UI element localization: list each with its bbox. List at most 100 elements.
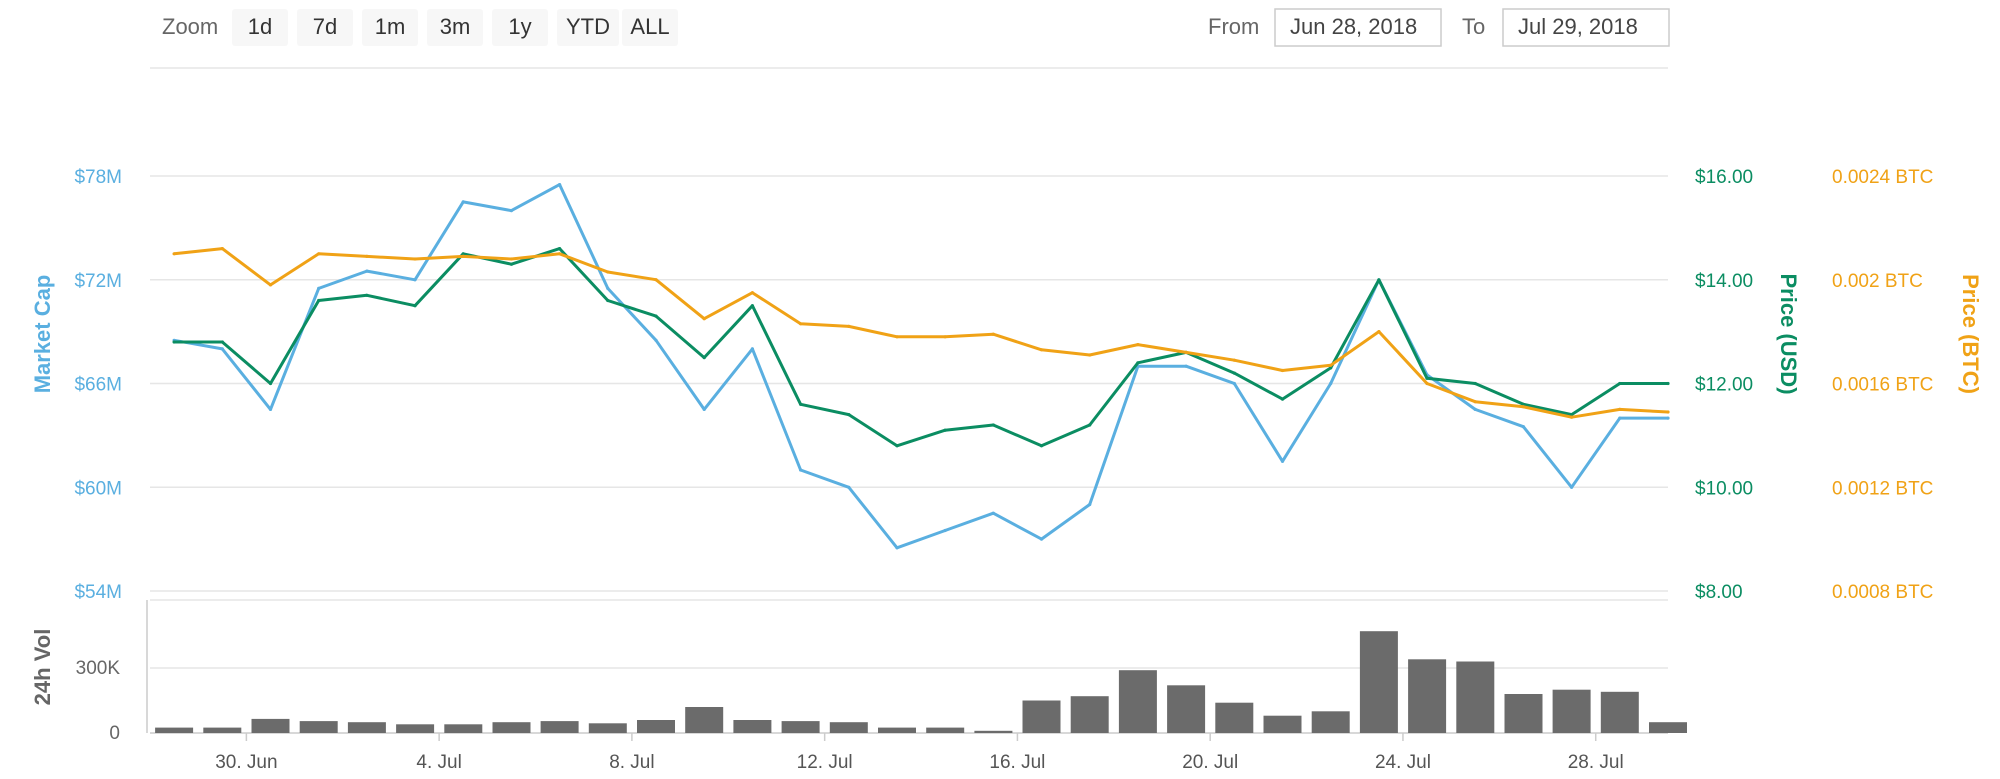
market-cap-point	[606, 286, 610, 290]
zoom-button-label[interactable]: ALL	[630, 14, 669, 39]
zoom-button-1y[interactable]	[492, 9, 548, 46]
market-cap-point	[1618, 416, 1622, 420]
zoom-button-label[interactable]: YTD	[566, 14, 610, 39]
volume-bar	[444, 724, 483, 733]
price-btc-point	[1088, 353, 1092, 357]
market-cap-point	[799, 468, 803, 472]
price-usd-point	[220, 340, 224, 344]
volume-bar	[1311, 711, 1350, 733]
price-btc-point	[1232, 358, 1236, 362]
market-cap-point	[461, 200, 465, 204]
volume-bar	[1649, 722, 1687, 733]
zoom-button-7d[interactable]	[297, 9, 353, 46]
volume-bar	[492, 722, 531, 733]
tick-label: $78M	[74, 167, 122, 188]
zoom-button-label[interactable]: 7d	[313, 14, 337, 39]
price-usd-point	[1473, 381, 1477, 386]
to-date-input-box[interactable]	[1502, 8, 1670, 47]
from-date-input[interactable]: Jun 28, 2018	[1290, 14, 1417, 39]
tick-label: $60M	[74, 478, 122, 499]
x-tick-label: 30. Jun	[215, 752, 277, 773]
price-btc-point	[1618, 407, 1622, 411]
market-cap-point	[654, 338, 658, 342]
zoom-button-all[interactable]	[622, 9, 678, 46]
price-usd-point	[1666, 381, 1670, 386]
price-btc-point	[1521, 405, 1525, 409]
from-date-input-box[interactable]	[1274, 8, 1442, 47]
volume-bar	[251, 718, 290, 733]
volume-bar	[1118, 670, 1157, 733]
zoom-button-1m[interactable]	[362, 9, 418, 46]
price-btc-point	[317, 252, 321, 256]
series-lines	[172, 183, 1670, 550]
tick-label: 0.002 BTC	[1832, 271, 1923, 292]
price-btc-point	[220, 247, 224, 251]
price-btc-point	[1473, 400, 1477, 404]
volume-bar	[347, 722, 386, 733]
price-usd-point	[365, 293, 369, 297]
volume-bar	[1456, 661, 1495, 733]
zoom-button-label[interactable]: 1y	[508, 14, 531, 39]
x-tick-label: 28. Jul	[1568, 752, 1624, 773]
zoom-button-ytd[interactable]	[557, 9, 619, 46]
volume-tick-label: 300K	[76, 658, 121, 679]
market-cap-point	[268, 407, 273, 411]
zoom-button-label[interactable]: 1m	[375, 14, 406, 39]
price-usd-point	[750, 304, 755, 308]
tick-label: 0.0012 BTC	[1832, 478, 1933, 499]
x-tick-label: 12. Jul	[797, 752, 853, 773]
volume-bar	[926, 727, 965, 733]
price-usd-point	[702, 356, 706, 360]
price-btc-point	[558, 252, 562, 256]
market-cap-point	[1521, 425, 1525, 429]
volume-bar	[1070, 696, 1109, 733]
price-usd-point	[1329, 366, 1333, 370]
price-btc-point	[606, 270, 610, 274]
zoom-button-3m[interactable]	[427, 9, 483, 46]
market-cap-point	[1039, 537, 1044, 541]
price-usd-series-line	[174, 247, 1668, 448]
price-btc-point	[413, 257, 417, 261]
volume-bar	[1263, 715, 1302, 733]
market-cap-point	[1329, 381, 1333, 386]
main-gridlines	[150, 175, 1668, 592]
to-date-input[interactable]: Jul 29, 2018	[1518, 14, 1638, 39]
price-usd-point	[1039, 444, 1044, 448]
price-usd-point	[991, 423, 995, 427]
price-btc-point	[1280, 368, 1285, 373]
price-usd-point	[509, 262, 513, 266]
price-usd-point	[1570, 413, 1574, 417]
volume-bar	[299, 721, 338, 733]
price-usd-point	[654, 314, 658, 318]
price-btc-point	[172, 252, 176, 256]
price-usd-point	[1280, 397, 1285, 401]
price-btc-point	[991, 332, 995, 336]
volume-bar	[733, 720, 772, 733]
price-btc-point	[365, 254, 369, 258]
price-btc-point	[847, 324, 851, 328]
tick-label: $66M	[74, 375, 122, 396]
market-cap-axis-title: Market Cap	[30, 275, 55, 394]
x-tick-label: 8. Jul	[609, 752, 654, 773]
volume-bar	[1600, 691, 1639, 733]
market-cap-point	[365, 269, 369, 273]
volume-tick-label: 0	[109, 723, 120, 744]
zoom-label: Zoom	[162, 14, 218, 39]
zoom-button-1d[interactable]	[232, 9, 288, 46]
volume-bar	[878, 727, 916, 733]
price-usd-point	[413, 304, 417, 308]
price-usd-point	[1136, 361, 1140, 365]
zoom-button-label[interactable]: 3m	[440, 14, 471, 39]
volume-bar	[1504, 694, 1543, 733]
x-tick-label: 24. Jul	[1375, 752, 1431, 773]
market-cap-point	[991, 511, 995, 515]
market-cap-point	[702, 407, 706, 411]
price-usd-point	[558, 247, 562, 251]
zoom-button-label[interactable]: 1d	[248, 14, 272, 39]
x-axis: 30. Jun 4. Jul 8. Jul 12. Jul 16. Jul 20. Jul…	[215, 733, 1624, 773]
price-btc-point	[750, 291, 755, 295]
price-btc-point	[1184, 350, 1188, 354]
market-cap-point	[220, 347, 224, 351]
volume-bar	[974, 730, 1013, 733]
